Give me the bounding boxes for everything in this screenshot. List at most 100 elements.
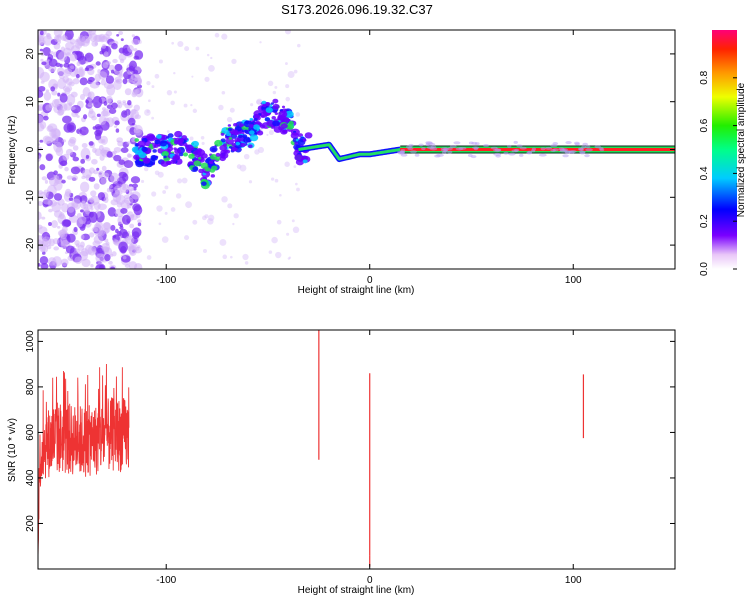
noise-blob <box>49 50 54 55</box>
noise-blob <box>103 101 108 106</box>
x-tick-label: -100 <box>156 575 176 586</box>
noise-blob <box>60 46 66 53</box>
ridge-blob <box>220 132 225 136</box>
noise-blob <box>79 181 90 193</box>
noise-blob <box>131 38 140 46</box>
noise-blob <box>69 38 76 45</box>
ridge-blob <box>280 123 288 129</box>
faint-blob <box>297 43 301 48</box>
colorbar-tick-label: 0.8 <box>699 70 710 84</box>
noise-blob <box>137 222 142 227</box>
noise-blob <box>80 93 86 101</box>
noise-blob <box>94 148 102 157</box>
noise-blob <box>70 91 78 98</box>
noise-blob <box>129 223 135 229</box>
band-noise <box>508 152 516 156</box>
noise-blob <box>38 191 49 200</box>
noise-blob <box>118 73 124 78</box>
noise-blob <box>118 159 125 165</box>
noise-blob <box>50 127 61 139</box>
faint-blob <box>293 165 297 168</box>
ridge-blob <box>201 181 207 186</box>
noise-blob <box>92 126 97 130</box>
noise-blob <box>59 93 68 103</box>
band-noise <box>513 140 518 144</box>
noise-blob <box>92 249 97 254</box>
ridge-blob <box>152 149 157 153</box>
noise-blob <box>43 199 51 205</box>
noise-blob <box>84 244 93 255</box>
ridge-blob <box>161 150 169 157</box>
y-tick-label: 800 <box>25 378 36 395</box>
faint-blob <box>288 256 292 259</box>
noise-blob <box>38 35 45 46</box>
noise-blob <box>119 223 124 228</box>
noise-blob <box>43 91 52 101</box>
noise-blob <box>78 68 86 77</box>
snr-frame <box>37 329 676 570</box>
ridge-blob <box>247 144 253 149</box>
faint-blob <box>227 203 233 209</box>
noise-blob <box>61 226 68 233</box>
noise-blob <box>122 255 127 260</box>
noise-blob <box>61 179 66 184</box>
noise-blob <box>38 114 44 125</box>
band-noise <box>578 150 586 154</box>
noise-blob <box>120 207 128 214</box>
noise-blob <box>101 43 107 49</box>
band-noise <box>474 142 480 146</box>
ridge-blob <box>196 148 203 153</box>
noise-blob <box>98 174 103 179</box>
faint-blob <box>181 177 188 184</box>
faint-blob <box>274 85 278 89</box>
noise-blob <box>112 239 119 245</box>
faint-blob <box>268 250 273 254</box>
ridge-blob <box>227 127 232 131</box>
noise-blob <box>123 160 134 169</box>
noise-blob <box>39 71 50 83</box>
noise-blob <box>87 30 97 36</box>
noise-blob <box>88 107 94 115</box>
noise-blob <box>130 108 137 115</box>
noise-blob <box>41 176 48 181</box>
ridge-blob <box>156 134 162 139</box>
ridge-blob <box>249 134 259 142</box>
faint-blob <box>184 235 190 241</box>
noise-blob <box>128 261 138 269</box>
faint-blob <box>291 219 295 223</box>
noise-blob <box>116 100 122 104</box>
band-noise <box>493 148 501 152</box>
ridge-blob <box>210 154 218 160</box>
noise-blob <box>121 214 131 225</box>
noise-blob <box>123 197 134 205</box>
noise-blob <box>101 242 111 253</box>
noise-blob <box>113 154 122 162</box>
noise-blob <box>53 141 63 153</box>
ridge-blob <box>257 130 264 136</box>
noise-blob <box>90 206 94 211</box>
band-noise <box>427 142 436 146</box>
faint-blob <box>173 90 177 94</box>
faint-blob <box>270 177 275 181</box>
noise-blob <box>115 78 123 84</box>
noise-blob <box>95 264 105 269</box>
band-noise <box>409 150 418 154</box>
noise-blob <box>70 166 81 175</box>
faint-blob <box>250 103 254 107</box>
noise-blob <box>38 143 41 146</box>
faint-blob <box>157 171 164 178</box>
ridge-blob <box>271 116 276 120</box>
faint-blob <box>204 76 210 82</box>
ridge-blob <box>274 112 279 116</box>
ridge-blob <box>201 153 208 159</box>
ridge-blob <box>233 131 239 136</box>
ridge-blob <box>272 103 280 110</box>
noise-blob <box>38 154 41 162</box>
colorbar-label: Normalized spectral amplitude <box>736 82 747 217</box>
noise-blob <box>127 204 132 209</box>
y-tick-label: 10 <box>25 96 36 108</box>
noise-blob <box>107 207 117 217</box>
colorbar-tick-label: 0.4 <box>699 166 710 180</box>
faint-blob <box>162 190 167 194</box>
noise-blob <box>98 115 107 125</box>
